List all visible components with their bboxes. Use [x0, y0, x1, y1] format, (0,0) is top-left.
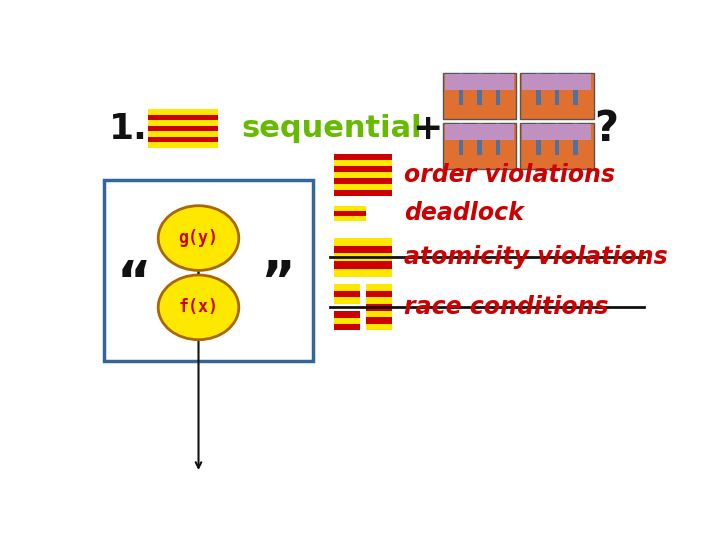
Bar: [148, 143, 218, 148]
Bar: [334, 246, 392, 253]
Bar: [443, 123, 516, 168]
Bar: [148, 126, 218, 131]
Bar: [459, 123, 464, 155]
Bar: [523, 74, 591, 90]
Bar: [495, 123, 500, 155]
Bar: [334, 178, 392, 184]
Bar: [477, 72, 482, 105]
Bar: [334, 211, 366, 216]
Bar: [366, 291, 392, 298]
Bar: [334, 191, 392, 197]
Bar: [554, 72, 559, 105]
Bar: [148, 120, 218, 126]
Bar: [536, 123, 541, 155]
Bar: [334, 261, 392, 269]
Text: “: “: [117, 258, 152, 310]
Bar: [554, 123, 559, 155]
Text: sequential: sequential: [241, 114, 422, 143]
Bar: [334, 206, 366, 211]
Bar: [366, 324, 392, 330]
Text: deadlock: deadlock: [404, 201, 523, 225]
Text: 1.: 1.: [109, 112, 148, 146]
Bar: [573, 123, 577, 155]
Ellipse shape: [158, 206, 239, 271]
Bar: [334, 269, 392, 276]
Bar: [334, 216, 366, 221]
Bar: [334, 184, 392, 191]
Bar: [334, 291, 360, 297]
Bar: [366, 298, 392, 304]
Text: ”: ”: [261, 258, 295, 310]
Text: order violations: order violations: [404, 163, 615, 187]
Bar: [334, 166, 392, 172]
Bar: [334, 160, 392, 166]
Bar: [148, 131, 218, 137]
Text: f(x): f(x): [179, 298, 218, 316]
Bar: [334, 284, 360, 291]
Bar: [148, 110, 218, 115]
Bar: [366, 304, 392, 310]
Bar: [334, 154, 392, 160]
Bar: [520, 72, 594, 119]
Ellipse shape: [158, 275, 239, 340]
Bar: [334, 253, 392, 261]
Bar: [523, 124, 591, 140]
Bar: [495, 72, 500, 105]
Bar: [459, 72, 464, 105]
Bar: [148, 137, 218, 143]
Bar: [148, 115, 218, 120]
Bar: [443, 72, 516, 119]
FancyBboxPatch shape: [104, 180, 313, 361]
Bar: [366, 310, 392, 317]
Bar: [334, 311, 360, 318]
Bar: [445, 124, 514, 140]
Bar: [334, 318, 360, 324]
Text: +: +: [412, 112, 442, 146]
Bar: [536, 72, 541, 105]
Bar: [334, 172, 392, 178]
Bar: [573, 72, 577, 105]
Bar: [520, 123, 594, 168]
Bar: [334, 238, 392, 246]
Bar: [445, 74, 514, 90]
Text: ?: ?: [594, 107, 618, 150]
Bar: [477, 123, 482, 155]
Bar: [366, 317, 392, 324]
Text: g(y): g(y): [179, 229, 218, 247]
Text: race conditions: race conditions: [404, 295, 608, 319]
Text: atomicity violations: atomicity violations: [404, 245, 667, 269]
Bar: [334, 297, 360, 303]
Bar: [334, 324, 360, 330]
Bar: [366, 284, 392, 291]
